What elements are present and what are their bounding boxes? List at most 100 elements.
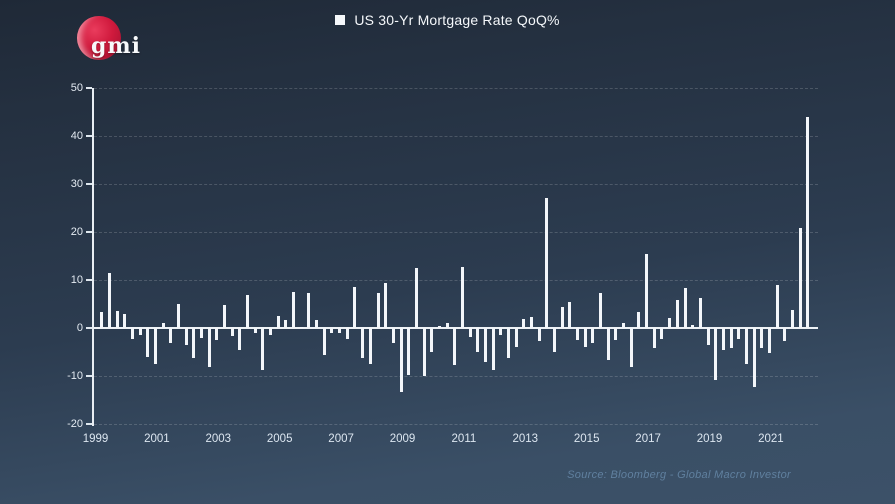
bar (422, 328, 426, 377)
bar (706, 328, 710, 345)
bar (330, 328, 334, 334)
grid-line (94, 184, 818, 185)
bar (100, 311, 104, 328)
bar (522, 319, 526, 328)
bar (614, 328, 618, 340)
bar (553, 328, 557, 352)
bar (246, 294, 250, 328)
bar (161, 323, 165, 328)
bar (645, 254, 649, 328)
logo-circle-icon (77, 16, 121, 60)
x-axis-tick-label: 2009 (389, 433, 416, 445)
bar (353, 287, 357, 328)
bar (146, 328, 150, 357)
x-axis-tick-label: 2001 (144, 433, 170, 445)
bar (338, 328, 342, 334)
bar (637, 311, 641, 328)
bar (322, 328, 326, 355)
bar (453, 328, 457, 365)
x-axis-tick-label: 2011 (451, 433, 477, 445)
bar (798, 228, 802, 328)
bar (790, 309, 794, 328)
bar (184, 328, 188, 345)
y-axis-tick-mark (86, 375, 92, 377)
bar (238, 328, 242, 351)
x-axis-tick-label: 2017 (635, 433, 661, 445)
bar (491, 328, 495, 370)
bar (698, 298, 702, 328)
bar (399, 328, 403, 392)
bar (729, 328, 733, 349)
bar (775, 284, 779, 328)
bar (629, 328, 633, 367)
bar (115, 311, 119, 328)
bar (437, 325, 441, 328)
bar (123, 313, 127, 328)
bar (660, 328, 664, 339)
y-axis-tick-label: 20 (70, 225, 83, 238)
bar (783, 328, 787, 342)
x-axis-tick-label: 2003 (205, 433, 232, 445)
bar (545, 197, 549, 328)
bar (468, 328, 472, 337)
bar (215, 328, 219, 340)
y-axis-tick-label: 50 (70, 81, 83, 94)
y-axis-tick-mark (86, 87, 92, 89)
bar (376, 293, 380, 328)
y-axis-tick-mark (86, 231, 92, 233)
y-axis-tick-mark (86, 183, 92, 185)
bar (744, 328, 748, 364)
bar (675, 300, 679, 328)
bar (276, 316, 280, 328)
bar (652, 328, 656, 349)
bar (460, 266, 464, 328)
bar (414, 268, 418, 328)
bar (223, 305, 226, 328)
bar (384, 283, 388, 328)
bar (299, 326, 303, 328)
bar (622, 323, 626, 328)
bar (691, 325, 695, 328)
bar (307, 293, 311, 328)
bar (506, 328, 510, 359)
bar (576, 328, 580, 340)
x-axis-tick-label: 2007 (328, 433, 354, 445)
bar (514, 328, 518, 347)
legend-square-marker-icon (335, 15, 346, 25)
grid-line (94, 424, 818, 425)
grid-line (94, 88, 818, 89)
bar (253, 328, 257, 334)
bar (368, 328, 372, 364)
y-axis-tick-label: 30 (70, 177, 83, 190)
bar (361, 328, 365, 359)
bar (130, 328, 134, 340)
bar (767, 328, 771, 354)
y-axis-tick-label: -20 (67, 417, 83, 430)
x-axis-tick-label: 2019 (696, 433, 723, 445)
chart-title: US 30-Yr Mortgage Rate QoQ% (0, 10, 895, 30)
bar (752, 328, 756, 387)
bar (668, 318, 672, 328)
bar (606, 328, 610, 361)
y-axis-tick-mark (86, 327, 92, 329)
bar (537, 328, 541, 342)
x-axis-tick-label: 2015 (573, 433, 600, 445)
y-axis-tick-mark (86, 279, 92, 281)
x-axis-tick-label: 2005 (266, 433, 293, 445)
y-axis-line (92, 88, 94, 426)
y-axis-tick-label: 10 (70, 273, 83, 286)
y-axis-tick-mark (86, 135, 92, 137)
x-axis-tick-label: 2021 (758, 433, 784, 445)
bar (192, 328, 196, 359)
bar (714, 328, 718, 380)
gmi-logo: gmi (77, 15, 147, 61)
bar (261, 328, 265, 370)
grid-line (94, 280, 818, 281)
bar (138, 328, 142, 336)
bar (499, 328, 503, 336)
bar (599, 293, 603, 328)
plot-area (86, 87, 818, 426)
chart-title-label: US 30-Yr Mortgage Rate QoQ% (354, 12, 560, 28)
bar (153, 328, 157, 364)
